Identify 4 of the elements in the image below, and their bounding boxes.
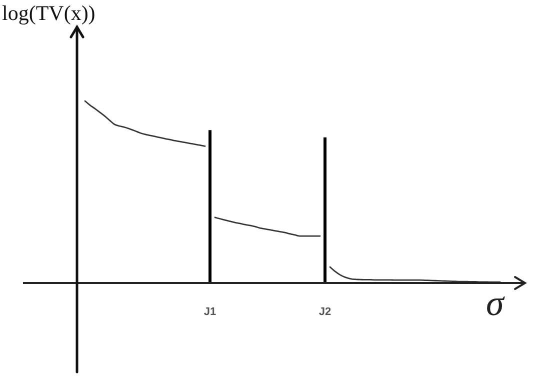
x-tick-label: J1	[204, 306, 216, 318]
x-axis-title: σ	[486, 283, 504, 323]
y-axis-title: log(TV(x))	[2, 1, 96, 25]
x-tick-label: J2	[318, 306, 332, 318]
